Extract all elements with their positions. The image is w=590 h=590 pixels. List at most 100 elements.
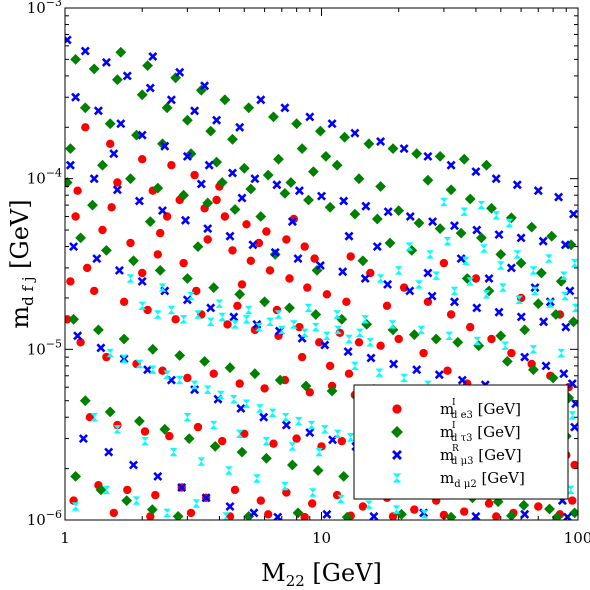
data-point: [211, 156, 222, 168]
data-point: [137, 130, 147, 140]
data-point: [259, 412, 269, 422]
data-point: [138, 155, 147, 164]
data-point: [345, 334, 353, 344]
legend-label-sub: d μ2: [454, 479, 476, 490]
data-point: [284, 302, 295, 314]
data-point: [265, 266, 275, 275]
x-axis-title: M22 [GeV]: [261, 559, 382, 590]
data-point: [333, 429, 342, 438]
data-point: [434, 223, 446, 234]
data-point: [175, 67, 185, 77]
data-point: [65, 35, 72, 45]
data-point: [183, 413, 192, 422]
data-point: [101, 57, 111, 67]
data-point: [366, 338, 375, 347]
data-point: [417, 325, 426, 335]
data-point: [291, 118, 302, 130]
data-point: [399, 283, 409, 292]
data-point: [70, 471, 81, 482]
data-point: [209, 441, 221, 452]
data-point: [266, 317, 274, 326]
data-point: [119, 297, 129, 306]
data-point: [192, 286, 201, 296]
data-point: [297, 352, 307, 362]
data-point: [557, 348, 565, 358]
data-point: [327, 119, 337, 129]
x-axis-title-unit: [GeV]: [305, 559, 382, 587]
data-point: [216, 177, 228, 188]
data-point: [339, 131, 350, 143]
data-point: [551, 511, 563, 520]
data-point: [85, 413, 95, 422]
data-point: [102, 485, 111, 495]
data-point: [492, 512, 501, 520]
data-point: [341, 511, 353, 520]
data-point: [282, 235, 291, 244]
data-point: [315, 447, 323, 457]
data-point: [260, 384, 269, 393]
legend-label-unit: [GeV]: [473, 400, 521, 418]
data-point: [516, 312, 526, 322]
data-point: [501, 356, 513, 367]
data-point: [87, 199, 98, 211]
legend-label-sup: R: [452, 444, 459, 454]
data-point: [282, 488, 291, 497]
x-tick-label: 10: [312, 529, 331, 547]
data-point: [281, 481, 289, 491]
data-point: [106, 348, 114, 358]
data-point: [349, 208, 361, 220]
y-axis-title-sub: d f j: [19, 276, 37, 305]
data-point: [506, 263, 516, 273]
data-point: [285, 177, 297, 188]
data-point: [396, 508, 407, 520]
data-point: [177, 482, 187, 493]
data-point: [392, 505, 401, 514]
data-point: [194, 310, 202, 319]
data-point: [237, 193, 247, 203]
data-point: [405, 286, 415, 296]
data-point: [208, 282, 220, 293]
data-point: [538, 236, 548, 246]
data-point: [167, 305, 176, 315]
data-point: [310, 254, 319, 263]
data-point: [229, 312, 239, 322]
data-point: [205, 125, 217, 137]
data-point: [365, 500, 373, 509]
data-point: [70, 54, 81, 65]
data-point: [246, 256, 255, 265]
data-point: [473, 336, 482, 346]
data-point: [161, 102, 173, 114]
data-point: [300, 242, 309, 251]
data-point: [570, 422, 578, 432]
data-point: [308, 166, 319, 177]
data-point: [412, 365, 422, 375]
data-point: [560, 240, 570, 250]
data-point: [568, 316, 578, 328]
data-point: [132, 496, 141, 505]
data-point: [180, 215, 191, 225]
data-point: [471, 274, 481, 283]
data-point: [555, 276, 567, 287]
data-point: [539, 317, 549, 327]
data-point: [151, 490, 160, 500]
data-point: [107, 203, 116, 212]
y-tick-mantissa: 10: [27, 511, 46, 529]
data-point: [71, 502, 80, 511]
legend-label-sub: d e3: [451, 410, 473, 421]
data-point: [126, 274, 135, 283]
data-point: [544, 503, 555, 515]
data-point: [163, 370, 171, 379]
legend-marker: [392, 404, 402, 414]
data-point: [520, 352, 530, 362]
data-point: [569, 507, 578, 519]
data-point: [346, 433, 355, 442]
data-point: [536, 267, 547, 279]
data-point: [264, 510, 273, 519]
y-tick-mantissa: 10: [27, 170, 46, 188]
data-point: [156, 228, 165, 238]
data-point: [321, 425, 329, 434]
data-point: [456, 254, 466, 264]
data-point: [93, 324, 104, 336]
y-tick-label: 10−3: [27, 0, 62, 17]
